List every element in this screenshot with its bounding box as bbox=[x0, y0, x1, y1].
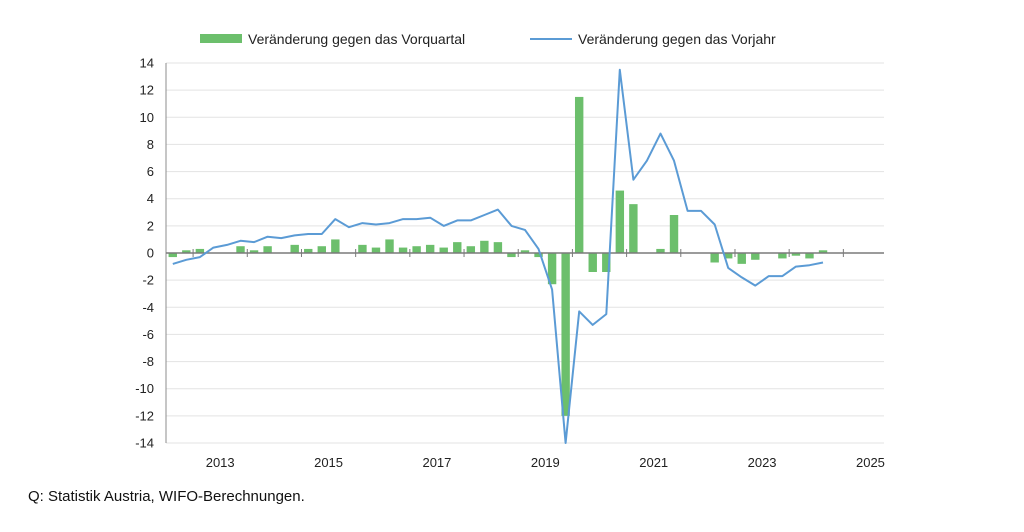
x-tick-label: 2013 bbox=[206, 455, 235, 470]
bar-2018Q1 bbox=[466, 246, 476, 253]
x-tick-label: 2023 bbox=[748, 455, 777, 470]
bar-2018Q4 bbox=[507, 253, 516, 258]
bar-2024Q1 bbox=[791, 253, 801, 256]
source-note: Q: Statistik Austria, WIFO-Berechnungen. bbox=[28, 488, 305, 505]
bar-2021Q1 bbox=[629, 204, 638, 253]
bar-2022Q3 bbox=[710, 253, 719, 263]
bar-2016Q3 bbox=[385, 239, 394, 253]
x-tick-label: 2017 bbox=[422, 455, 451, 470]
bar-2020Q3 bbox=[602, 253, 611, 272]
line-series bbox=[172, 68, 824, 444]
gridlines bbox=[166, 62, 884, 444]
bar-2021Q3 bbox=[656, 248, 665, 253]
bar-2016Q4 bbox=[398, 247, 408, 253]
bar-2015Q3 bbox=[331, 239, 340, 253]
bar-2023Q1 bbox=[737, 253, 746, 264]
y-tick-label: -2 bbox=[142, 273, 154, 288]
x-tick-label: 2021 bbox=[639, 455, 668, 470]
bar-2024Q3 bbox=[818, 250, 828, 253]
y-tick-label: 6 bbox=[147, 164, 154, 179]
bar-2013Q1 bbox=[195, 248, 205, 253]
y-tick-label: -8 bbox=[142, 354, 154, 369]
y-tick-label: 8 bbox=[147, 137, 154, 152]
legend: Veränderung gegen das Vorquartal Verände… bbox=[200, 31, 776, 47]
bar-2018Q2 bbox=[480, 240, 489, 253]
bar-2014Q1 bbox=[249, 250, 259, 253]
x-tick-label: 2025 bbox=[856, 455, 885, 470]
legend-label-bars: Veränderung gegen das Vorquartal bbox=[248, 31, 465, 47]
bar-2012Q3 bbox=[168, 253, 177, 258]
x-axis-ticks: 2013 2015 2017 2019 2021 2023 2025 bbox=[206, 455, 885, 470]
y-tick-label: -4 bbox=[142, 300, 154, 315]
bar-2019Q1 bbox=[520, 250, 530, 253]
bar-2019Q4 bbox=[561, 253, 570, 416]
y-axis-ticks: -14 -12 -10 -8 -6 -4 -2 0 2 4 6 8 10 12 14 bbox=[135, 56, 167, 451]
line-yoy bbox=[172, 68, 824, 444]
bar-2017Q2 bbox=[425, 244, 435, 253]
bar-2023Q2 bbox=[751, 253, 760, 260]
legend-label-line: Veränderung gegen das Vorjahr bbox=[578, 31, 776, 47]
bar-2015Q2 bbox=[317, 246, 326, 253]
bar-2017Q4 bbox=[453, 242, 462, 253]
bar-2016Q2 bbox=[371, 247, 381, 253]
bar-series bbox=[168, 96, 828, 416]
bar-2014Q4 bbox=[290, 244, 299, 253]
y-tick-label: -12 bbox=[135, 408, 154, 423]
y-tick-label: -14 bbox=[135, 436, 154, 451]
x-tick-label: 2019 bbox=[531, 455, 560, 470]
bar-2024Q2 bbox=[805, 253, 814, 259]
bar-2019Q3 bbox=[547, 253, 557, 285]
bar-2020Q1 bbox=[574, 96, 584, 253]
bar-2022Q4 bbox=[724, 253, 733, 259]
chart-svg: Veränderung gegen das Vorquartal Verände… bbox=[135, 31, 885, 470]
y-tick-label: 0 bbox=[147, 246, 154, 261]
bar-2019Q2 bbox=[534, 253, 543, 258]
bar-2018Q3 bbox=[493, 242, 503, 253]
bar-2016Q1 bbox=[358, 244, 367, 253]
zero-axis bbox=[166, 249, 884, 257]
bar-2020Q4 bbox=[615, 190, 625, 253]
y-tick-label: 4 bbox=[147, 191, 154, 206]
bar-2023Q4 bbox=[778, 253, 787, 259]
y-tick-label: 12 bbox=[140, 83, 154, 98]
bar-2021Q4 bbox=[669, 215, 679, 253]
legend-bar-swatch bbox=[200, 34, 242, 43]
bar-2020Q2 bbox=[588, 253, 597, 272]
bar-2017Q1 bbox=[412, 246, 421, 253]
bar-2015Q1 bbox=[304, 248, 313, 253]
y-tick-label: 2 bbox=[147, 218, 154, 233]
y-tick-label: 10 bbox=[140, 110, 154, 125]
y-tick-label: -10 bbox=[135, 381, 154, 396]
y-tick-label: -6 bbox=[142, 327, 154, 342]
bar-2017Q3 bbox=[439, 247, 448, 253]
bar-2014Q2 bbox=[263, 246, 272, 253]
bar-2013Q4 bbox=[236, 246, 245, 253]
bar-2012Q4 bbox=[182, 250, 191, 253]
x-tick-label: 2015 bbox=[314, 455, 343, 470]
y-tick-label: 14 bbox=[140, 56, 154, 71]
